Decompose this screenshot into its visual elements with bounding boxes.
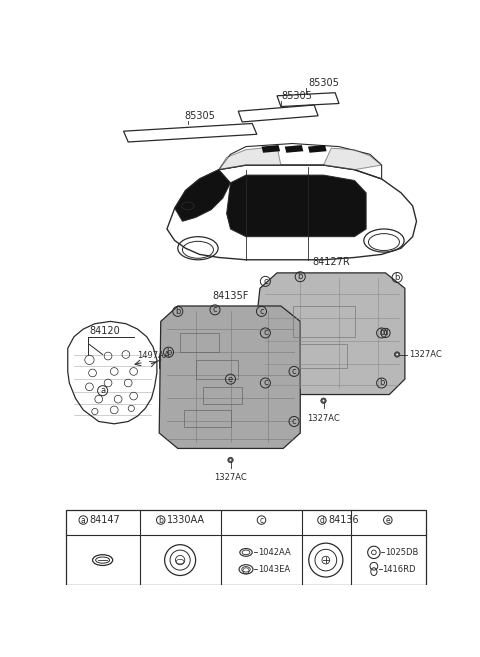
Polygon shape bbox=[285, 145, 303, 153]
Polygon shape bbox=[219, 147, 281, 170]
Text: b: b bbox=[175, 307, 180, 316]
Text: 84147: 84147 bbox=[89, 515, 120, 525]
Text: c: c bbox=[259, 307, 264, 316]
Text: b: b bbox=[166, 348, 171, 357]
Polygon shape bbox=[308, 145, 326, 153]
Text: 1025DB: 1025DB bbox=[385, 548, 418, 557]
Circle shape bbox=[228, 457, 233, 463]
Text: 1043EA: 1043EA bbox=[258, 565, 290, 574]
Text: 1327AC: 1327AC bbox=[307, 414, 340, 423]
Text: a: a bbox=[81, 516, 85, 524]
Text: 85305: 85305 bbox=[184, 111, 215, 121]
Polygon shape bbox=[250, 273, 405, 395]
Circle shape bbox=[321, 398, 326, 403]
Text: e: e bbox=[385, 516, 390, 524]
Polygon shape bbox=[227, 175, 366, 237]
Circle shape bbox=[395, 351, 400, 357]
Circle shape bbox=[323, 399, 324, 401]
Text: e: e bbox=[228, 374, 233, 384]
Polygon shape bbox=[175, 170, 230, 221]
Text: d: d bbox=[383, 328, 388, 338]
Text: 84127R: 84127R bbox=[312, 258, 350, 267]
Text: 1327AC: 1327AC bbox=[409, 350, 442, 359]
Text: 84120: 84120 bbox=[89, 327, 120, 336]
Text: c: c bbox=[259, 516, 264, 524]
Text: a: a bbox=[100, 386, 105, 396]
Text: 84135F: 84135F bbox=[212, 290, 249, 301]
Text: b: b bbox=[379, 378, 384, 388]
Text: d: d bbox=[320, 516, 324, 524]
Text: 85305: 85305 bbox=[308, 78, 339, 88]
Text: c: c bbox=[263, 378, 268, 388]
Polygon shape bbox=[324, 148, 382, 170]
Text: c: c bbox=[213, 306, 217, 314]
Text: c: c bbox=[292, 417, 296, 426]
Polygon shape bbox=[159, 306, 300, 449]
Text: 1330AA: 1330AA bbox=[167, 515, 205, 525]
Text: 1042AA: 1042AA bbox=[258, 548, 290, 557]
Text: 1497AA: 1497AA bbox=[137, 351, 170, 360]
Text: c: c bbox=[263, 277, 268, 286]
Text: b: b bbox=[379, 328, 384, 338]
Text: 1416RD: 1416RD bbox=[383, 565, 416, 574]
Text: 84136: 84136 bbox=[328, 515, 359, 525]
Polygon shape bbox=[262, 145, 280, 153]
Text: 85305: 85305 bbox=[281, 91, 312, 101]
Circle shape bbox=[396, 353, 398, 355]
Text: c: c bbox=[292, 367, 296, 376]
Text: c: c bbox=[263, 328, 268, 338]
Text: 1327AC: 1327AC bbox=[214, 473, 247, 482]
Text: b: b bbox=[158, 516, 163, 524]
Circle shape bbox=[229, 459, 231, 461]
Text: b: b bbox=[395, 273, 400, 282]
Text: b: b bbox=[298, 272, 303, 281]
